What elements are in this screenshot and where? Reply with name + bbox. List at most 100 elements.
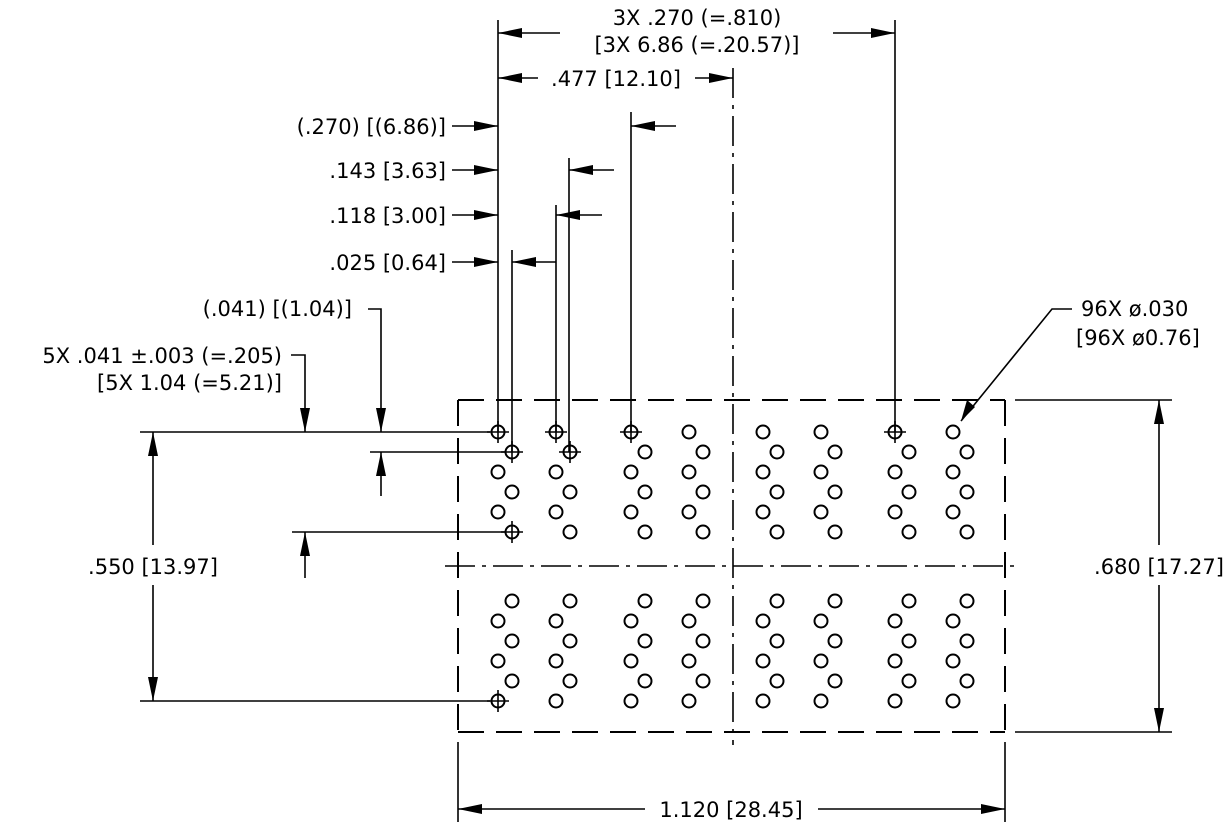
hole [548, 613, 564, 629]
hole [887, 464, 903, 480]
hole [945, 464, 961, 480]
hole [827, 633, 843, 649]
dim-550: .550 [13.97] [88, 432, 218, 701]
dim-5x-line1: 5X .041 ±.003 (=.205) [42, 344, 282, 368]
hole [695, 444, 711, 460]
dim-477: .477 [12.10] [498, 67, 733, 91]
hole [681, 653, 697, 669]
dim-270-label: (.270) [(6.86)] [297, 115, 446, 139]
hole [681, 464, 697, 480]
hole [562, 524, 578, 540]
hole [901, 484, 917, 500]
hole-pattern [490, 424, 975, 709]
hole [901, 524, 917, 540]
dim-5x-rows: 5X .041 ±.003 (=.205) [5X 1.04 (=5.21)] [42, 344, 310, 578]
dim-270-ref: (.270) [(6.86)] [297, 115, 676, 139]
hole [490, 653, 506, 669]
hole [959, 593, 975, 609]
dim-041-ref: (.041) [(1.04)] [203, 297, 386, 496]
hole [637, 593, 653, 609]
hole [681, 613, 697, 629]
dim-025-label: .025 [0.64] [329, 251, 446, 275]
dim-1120: 1.120 [28.45] [458, 798, 1005, 822]
dim-143-label: .143 [3.63] [329, 159, 446, 183]
hole [681, 693, 697, 709]
hole [959, 444, 975, 460]
hole [623, 653, 639, 669]
hole [695, 593, 711, 609]
hole [548, 464, 564, 480]
hole [959, 633, 975, 649]
hole [755, 504, 771, 520]
hole [827, 444, 843, 460]
hole [755, 693, 771, 709]
hole [695, 633, 711, 649]
dim-5x-line2: [5X 1.04 (=5.21)] [97, 371, 282, 395]
dim-680: .680 [17.27] [1094, 400, 1224, 732]
hole [637, 484, 653, 500]
hole-callout-line1: 96X ø.030 [1081, 297, 1188, 321]
hole [813, 464, 829, 480]
hole [769, 524, 785, 540]
hole [813, 424, 829, 440]
hole [695, 524, 711, 540]
hole-callout: 96X ø.030 [96X ø0.76] [960, 297, 1200, 422]
hole [827, 484, 843, 500]
hole [681, 424, 697, 440]
hole [562, 484, 578, 500]
dim-550-label: .550 [13.97] [88, 555, 218, 579]
hole [769, 633, 785, 649]
hole [548, 653, 564, 669]
hole [813, 653, 829, 669]
hole [562, 593, 578, 609]
hole [695, 484, 711, 500]
hole [901, 633, 917, 649]
hole [901, 673, 917, 689]
hole [490, 464, 506, 480]
dim-118-label: .118 [3.00] [329, 204, 446, 228]
hole-callout-line2: [96X ø0.76] [1076, 326, 1200, 350]
hole [637, 633, 653, 649]
datum-holes [487, 421, 906, 712]
dim-pitch-3x: 3X .270 (=.810) [3X 6.86 (=.20.57)] [498, 6, 895, 57]
dim-1120-label: 1.120 [28.45] [659, 798, 802, 822]
dim-143: .143 [3.63] [329, 159, 614, 183]
hole [813, 504, 829, 520]
dim-025: .025 [0.64] [329, 251, 556, 275]
hole [959, 524, 975, 540]
hole [623, 504, 639, 520]
dim-041-label: (.041) [(1.04)] [203, 297, 352, 321]
hole [562, 633, 578, 649]
hole [562, 673, 578, 689]
hole [637, 673, 653, 689]
hole [548, 693, 564, 709]
hole [959, 484, 975, 500]
dim-pitch-line1: 3X .270 (=.810) [613, 6, 782, 30]
hole [769, 673, 785, 689]
hole [681, 504, 697, 520]
hole [637, 524, 653, 540]
hole [623, 613, 639, 629]
hole [695, 673, 711, 689]
hole [887, 653, 903, 669]
hole [504, 633, 520, 649]
hole [827, 593, 843, 609]
hole [959, 673, 975, 689]
dim-118: .118 [3.00] [329, 204, 602, 228]
hole [827, 673, 843, 689]
hole [623, 693, 639, 709]
hole [623, 464, 639, 480]
hole [813, 693, 829, 709]
hole [548, 504, 564, 520]
hole [755, 464, 771, 480]
hole [637, 444, 653, 460]
hole [504, 593, 520, 609]
hole [887, 613, 903, 629]
dim-477-label: .477 [12.10] [551, 67, 681, 91]
hole [504, 484, 520, 500]
hole [945, 424, 961, 440]
hole [769, 484, 785, 500]
hole [490, 613, 506, 629]
component-outline [457, 399, 1006, 733]
